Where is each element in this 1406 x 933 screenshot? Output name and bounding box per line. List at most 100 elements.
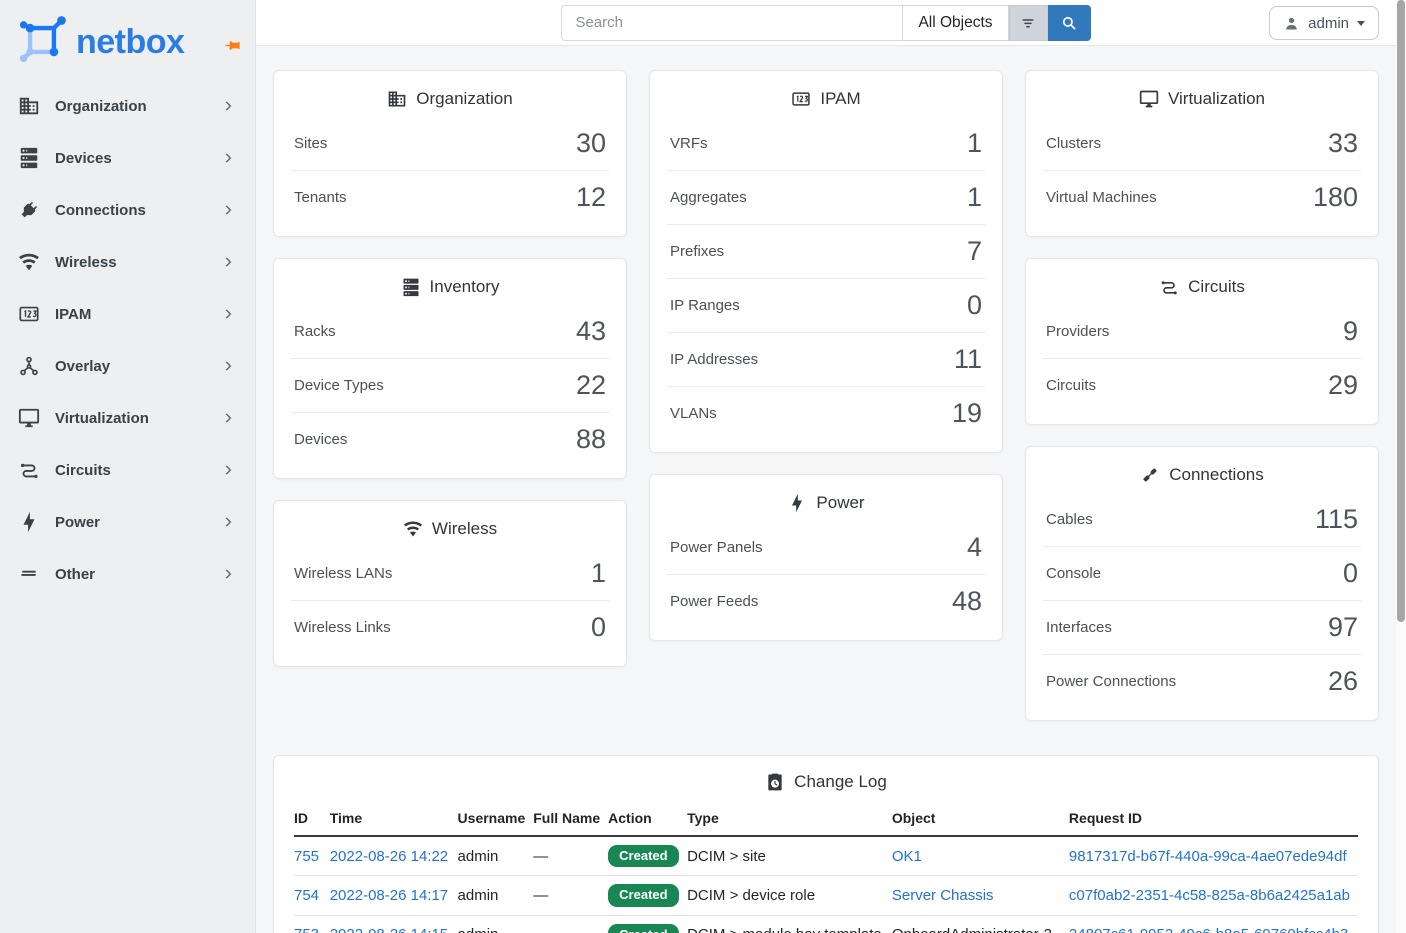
sidebar-item-ipam[interactable]: IPAM [0,288,255,340]
stat-value-link[interactable]: 43 [575,316,606,346]
change-id-link[interactable]: 755 [294,847,320,865]
column-header-object: Object [891,804,1069,837]
sidebar-item-label: Overlay [55,357,111,375]
stat-row: Clusters 33 [1043,117,1361,170]
stat-value-link[interactable]: 97 [1327,612,1358,642]
search-input[interactable] [561,4,903,41]
chevron-right-icon [225,569,232,579]
stat-value-link[interactable]: 7 [966,236,982,266]
request-id-link[interactable]: 24807c61-9952-49c6-b8a5-69760bfcc4b3 [1069,926,1348,933]
stat-label: Wireless Links [294,619,391,636]
user-icon [1286,17,1297,30]
change-id-link[interactable]: 754 [294,886,320,904]
brand-name[interactable]: netbox [76,23,185,61]
stat-value-link[interactable]: 88 [575,424,606,454]
search-scope-button[interactable]: All Objects [902,4,1009,41]
sidebar-item-power[interactable]: Power [0,496,255,548]
card-virtualization: Virtualization Clusters 33 Virtual Machi… [1025,70,1379,237]
sidebar-item-organization[interactable]: Organization [0,80,255,132]
sidebar-item-label: Organization [55,97,147,115]
change-time-link[interactable]: 2022-08-26 14:15 [330,926,448,933]
stat-label: Power Panels [670,539,763,556]
column-header-fullname: Full Name [533,804,609,837]
netbox-logo-icon[interactable] [16,14,68,71]
stat-value-link[interactable]: 22 [575,370,606,400]
stat-row: Cables 115 [1043,493,1361,546]
sidebar-item-virtualization[interactable]: Virtualization [0,392,255,444]
list-lines-icon [21,570,36,576]
stat-value-link[interactable]: 12 [575,182,606,212]
stat-value-link[interactable]: 29 [1327,370,1358,400]
stat-value-link[interactable]: 4 [966,532,982,562]
change-object-link[interactable]: Server Chassis [891,886,994,904]
stat-value-link[interactable]: 1 [590,558,606,588]
scrollbar-thumb[interactable] [1397,0,1405,622]
change-id-link[interactable]: 753 [294,926,319,933]
stat-value-link[interactable]: 48 [951,586,982,616]
stat-value-link[interactable]: 19 [951,398,982,428]
monitor-icon [18,408,40,428]
stat-value-link[interactable]: 1 [966,182,982,212]
stat-row: Providers 9 [1043,305,1361,358]
change-time-link[interactable]: 2022-08-26 14:17 [329,886,449,904]
counter-icon [792,92,811,106]
card-title: Inventory [274,259,626,305]
action-badge: Created [608,884,679,907]
stat-label: VRFs [670,135,708,152]
change-object-link[interactable]: OK1 [891,847,922,865]
cable-icon [1143,468,1157,482]
request-id-link[interactable]: 9817317d-b67f-440a-99ca-4ae07ede94df [1068,847,1347,865]
sidebar-item-wireless[interactable]: Wireless [0,236,255,288]
stat-value-link[interactable]: 1 [966,128,982,158]
changelog-table: ID Time Username Full Name Action Type O… [294,804,1358,933]
stat-value-link[interactable]: 0 [590,612,606,642]
filter-icon [1022,18,1034,27]
search-button[interactable] [1047,4,1091,41]
stat-label: Console [1046,565,1102,582]
stat-value-link[interactable]: 9 [1342,316,1358,346]
sidebar-item-overlay[interactable]: Overlay [0,340,255,392]
chevron-right-icon [225,257,232,267]
card-title: Wireless [274,501,626,547]
sidebar-pin-icon[interactable] [224,37,241,59]
changelog-row: 753 2022-08-26 14:15 admin — Created DCI… [294,914,1358,933]
stat-value-link[interactable]: 33 [1327,128,1358,158]
change-time-link[interactable]: 2022-08-26 14:22 [329,847,449,865]
card-wireless: Wireless Wireless LANs 1 Wireless Links … [273,500,627,667]
chevron-right-icon [225,153,232,163]
sidebar-item-other[interactable]: Other [0,548,255,600]
vertical-scrollbar [1396,0,1406,933]
stat-row: Devices 88 [291,412,609,466]
dashboard-content: Organization Sites 30 Tenants 12 Invento… [256,46,1396,933]
change-fullname: — [533,847,549,865]
stat-row: Tenants 12 [291,170,609,224]
sidebar: netbox Organization Devices Connections … [0,0,256,933]
changelog-row: 754 2022-08-26 14:17 admin — Created DCI… [294,875,1358,916]
building-icon [388,91,406,107]
stat-value-link[interactable]: 30 [575,128,606,158]
sidebar-item-label: IPAM [55,305,92,323]
card-column-3: Virtualization Clusters 33 Virtual Machi… [1025,70,1379,721]
user-menu-button[interactable]: admin [1269,6,1379,40]
card-title-text: IPAM [820,89,861,108]
card-title: Circuits [1026,259,1378,305]
stat-value-link[interactable]: 0 [1342,558,1358,588]
stat-value-link[interactable]: 0 [966,290,982,320]
sidebar-item-circuits[interactable]: Circuits [0,444,255,496]
stat-value-link[interactable]: 115 [1314,504,1358,534]
stat-row: Wireless LANs 1 [291,547,609,600]
sidebar-item-connections[interactable]: Connections [0,184,255,236]
sidebar-item-devices[interactable]: Devices [0,132,255,184]
filter-button[interactable] [1008,4,1048,41]
transit-connection-icon [1161,281,1177,295]
request-id-link[interactable]: c07f0ab2-2351-4c58-825a-8b6a2425a1ab [1068,886,1350,904]
stat-row: Sites 30 [291,117,609,170]
stat-value-link[interactable]: 11 [953,344,982,374]
stat-value-link[interactable]: 180 [1312,182,1358,212]
card-title: Connections [1026,447,1378,493]
change-fullname: — [533,914,609,933]
card-title: Power [650,475,1002,521]
stat-value-link[interactable]: 26 [1327,666,1358,696]
stat-row: Interfaces 97 [1043,600,1361,654]
column-header-type: Type [687,804,892,837]
